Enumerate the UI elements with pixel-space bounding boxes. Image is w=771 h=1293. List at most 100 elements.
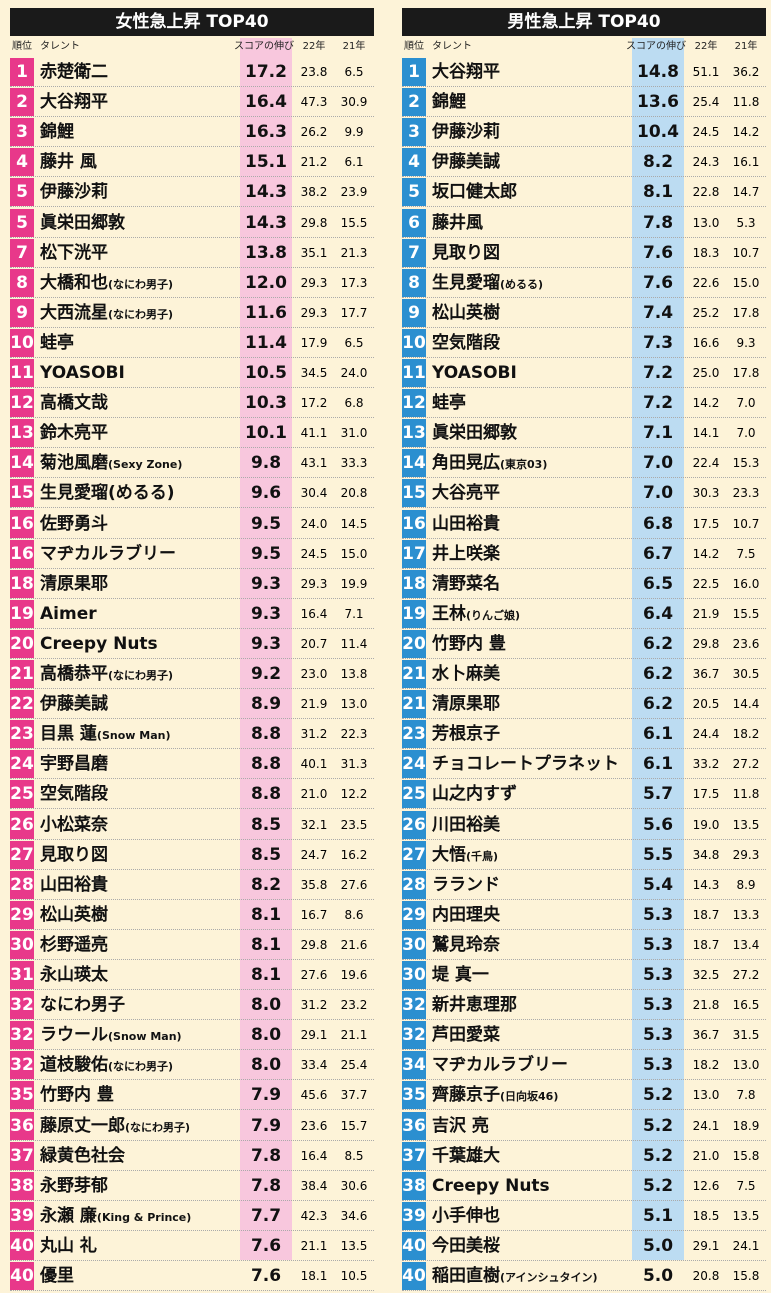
score-growth: 5.5 bbox=[642, 844, 674, 865]
score-2022: 34.5 bbox=[300, 366, 328, 380]
score-growth: 9.3 bbox=[250, 573, 282, 594]
score-2022: 17.5 bbox=[692, 787, 720, 802]
score-growth: 7.7 bbox=[250, 1205, 282, 1226]
talent-name: 生見愛瑠(めるる) bbox=[40, 478, 175, 508]
rank: 13 bbox=[402, 419, 426, 448]
ranking-row: 26 川田裕美 5.6 19.0 13.5 bbox=[402, 810, 766, 840]
rank: 11 bbox=[10, 359, 34, 387]
talent-name: 大谷翔平 bbox=[432, 57, 500, 87]
score-2021: 10.7 bbox=[732, 245, 760, 260]
score-2022: 22.5 bbox=[692, 576, 720, 591]
talent-name: 藤原丈一郎(なにわ男子) bbox=[40, 1111, 190, 1141]
score-2022: 24.0 bbox=[300, 516, 328, 531]
rank: 24 bbox=[10, 750, 34, 779]
score-2022: 29.8 bbox=[300, 215, 328, 230]
score-2022: 21.9 bbox=[692, 606, 720, 621]
rank: 38 bbox=[402, 1171, 426, 1200]
rank-header: 順位 bbox=[404, 41, 424, 52]
score-2021: 17.3 bbox=[340, 275, 368, 290]
name-text: 大西流星 bbox=[40, 302, 108, 323]
talent-name: 丸山 礼 bbox=[40, 1231, 97, 1261]
name-text: 芳根京子 bbox=[432, 724, 500, 745]
score-2022: 21.0 bbox=[692, 1148, 720, 1163]
score-2021: 13.5 bbox=[340, 1238, 368, 1253]
group-note: (King & Prince) bbox=[96, 1210, 192, 1224]
score-2022: 45.6 bbox=[300, 1088, 328, 1103]
talent-name: 道枝駿佑(なにわ男子) bbox=[40, 1050, 173, 1080]
talent-name: 優里 bbox=[40, 1261, 74, 1291]
name-text: 生見愛瑠(めるる) bbox=[40, 483, 175, 504]
name-text: 緑黄色社会 bbox=[40, 1145, 125, 1166]
ranking-row: 32 なにわ男子 8.0 31.2 23.2 bbox=[10, 990, 374, 1021]
talent-name: 千葉雄大 bbox=[432, 1141, 500, 1171]
score-2022: 16.4 bbox=[300, 1148, 328, 1163]
y21-header: 21年 bbox=[734, 41, 758, 52]
rank: 30 bbox=[402, 930, 426, 959]
rank: 32 bbox=[10, 991, 34, 1020]
rank: 28 bbox=[402, 870, 426, 899]
score-2022: 21.2 bbox=[300, 155, 328, 170]
ranking-row: 36 藤原丈一郎(なにわ男子) 7.9 23.6 15.7 bbox=[10, 1111, 374, 1141]
score-growth: 9.3 bbox=[250, 633, 282, 654]
rank: 34 bbox=[402, 1051, 426, 1080]
rank: 7 bbox=[402, 238, 426, 267]
talent-name: 山田裕貴 bbox=[40, 870, 108, 900]
rank: 37 bbox=[402, 1141, 426, 1170]
score-growth: 5.3 bbox=[642, 995, 674, 1016]
score-growth: 7.2 bbox=[642, 363, 674, 383]
score-growth: 5.7 bbox=[642, 784, 674, 805]
ranking-row: 16 佐野勇斗 9.5 24.0 14.5 bbox=[10, 509, 374, 539]
score-2021: 6.8 bbox=[344, 396, 364, 411]
score-2021: 27.2 bbox=[732, 968, 760, 982]
ranking-row: 3 伊藤沙莉 10.4 24.5 14.2 bbox=[402, 117, 766, 148]
rank: 29 bbox=[402, 900, 426, 929]
name-text: 永瀬 廉 bbox=[40, 1205, 97, 1226]
score-growth: 5.3 bbox=[642, 904, 674, 925]
ranking-row: 2 大谷翔平 16.4 47.3 30.9 bbox=[10, 87, 374, 118]
ranking-row: 21 清原果耶 6.2 20.5 14.4 bbox=[402, 689, 766, 720]
score-2022: 21.1 bbox=[300, 1238, 328, 1253]
rank: 18 bbox=[402, 569, 426, 598]
score-growth: 5.3 bbox=[642, 965, 674, 985]
ranking-row: 32 ラウール(Snow Man) 8.0 29.1 21.1 bbox=[10, 1020, 374, 1051]
score-growth: 7.0 bbox=[642, 453, 674, 474]
score-growth: 5.6 bbox=[642, 814, 674, 835]
name-text: 竹野内 豊 bbox=[40, 1085, 114, 1106]
rank: 5 bbox=[10, 178, 34, 207]
score-2021: 6.5 bbox=[344, 335, 364, 350]
ranking-row: 21 水卜麻美 6.2 36.7 30.5 bbox=[402, 659, 766, 689]
score-growth: 8.5 bbox=[250, 814, 282, 835]
ranking-row: 16 マヂカルラブリー 9.5 24.5 15.0 bbox=[10, 539, 374, 569]
ranking-row: 2 錦鯉 13.6 25.4 11.8 bbox=[402, 87, 766, 118]
ranking-row: 13 鈴木亮平 10.1 41.1 31.0 bbox=[10, 418, 374, 449]
talent-name: 菊池風磨(Sexy Zone) bbox=[40, 448, 182, 478]
name-text: 角田晃広 bbox=[432, 453, 500, 474]
talent-name: 今田美桜 bbox=[432, 1231, 500, 1261]
group-note: (りんご娘) bbox=[466, 608, 521, 622]
score-growth: 8.9 bbox=[250, 694, 282, 715]
ranking-row: 32 新井恵理那 5.3 21.8 16.5 bbox=[402, 990, 766, 1021]
name-text: 優里 bbox=[40, 1266, 74, 1286]
ranking-row: 9 大西流星(なにわ男子) 11.6 29.3 17.7 bbox=[10, 298, 374, 328]
ranking-row: 35 齊藤京子(日向坂46) 5.2 13.0 7.8 bbox=[402, 1080, 766, 1111]
score-2021: 30.6 bbox=[340, 1178, 368, 1193]
talent-name: 角田晃広(東京03) bbox=[432, 448, 547, 478]
rank: 21 bbox=[402, 660, 426, 688]
score-2021: 5.3 bbox=[736, 215, 756, 230]
score-2021: 21.3 bbox=[340, 245, 368, 260]
score-2022: 24.1 bbox=[692, 1118, 720, 1133]
ranking-row: 30 堤 真一 5.3 32.5 27.2 bbox=[402, 960, 766, 990]
ranking-row: 31 永山瑛太 8.1 27.6 19.6 bbox=[10, 960, 374, 990]
score-2022: 25.2 bbox=[692, 305, 720, 320]
rank: 16 bbox=[402, 509, 426, 538]
score-2021: 7.0 bbox=[736, 426, 756, 441]
ranking-row: 18 清野菜名 6.5 22.5 16.0 bbox=[402, 569, 766, 599]
score-growth: 8.2 bbox=[642, 152, 674, 173]
ranking-row: 11 YOASOBI 10.5 34.5 24.0 bbox=[10, 358, 374, 388]
score-2022: 14.2 bbox=[692, 396, 720, 411]
score-growth: 14.3 bbox=[245, 182, 287, 203]
ranking-row: 5 伊藤沙莉 14.3 38.2 23.9 bbox=[10, 177, 374, 208]
rank: 20 bbox=[402, 629, 426, 658]
talent-name: チョコレートプラネット bbox=[432, 749, 619, 779]
score-2021: 14.2 bbox=[732, 125, 760, 140]
